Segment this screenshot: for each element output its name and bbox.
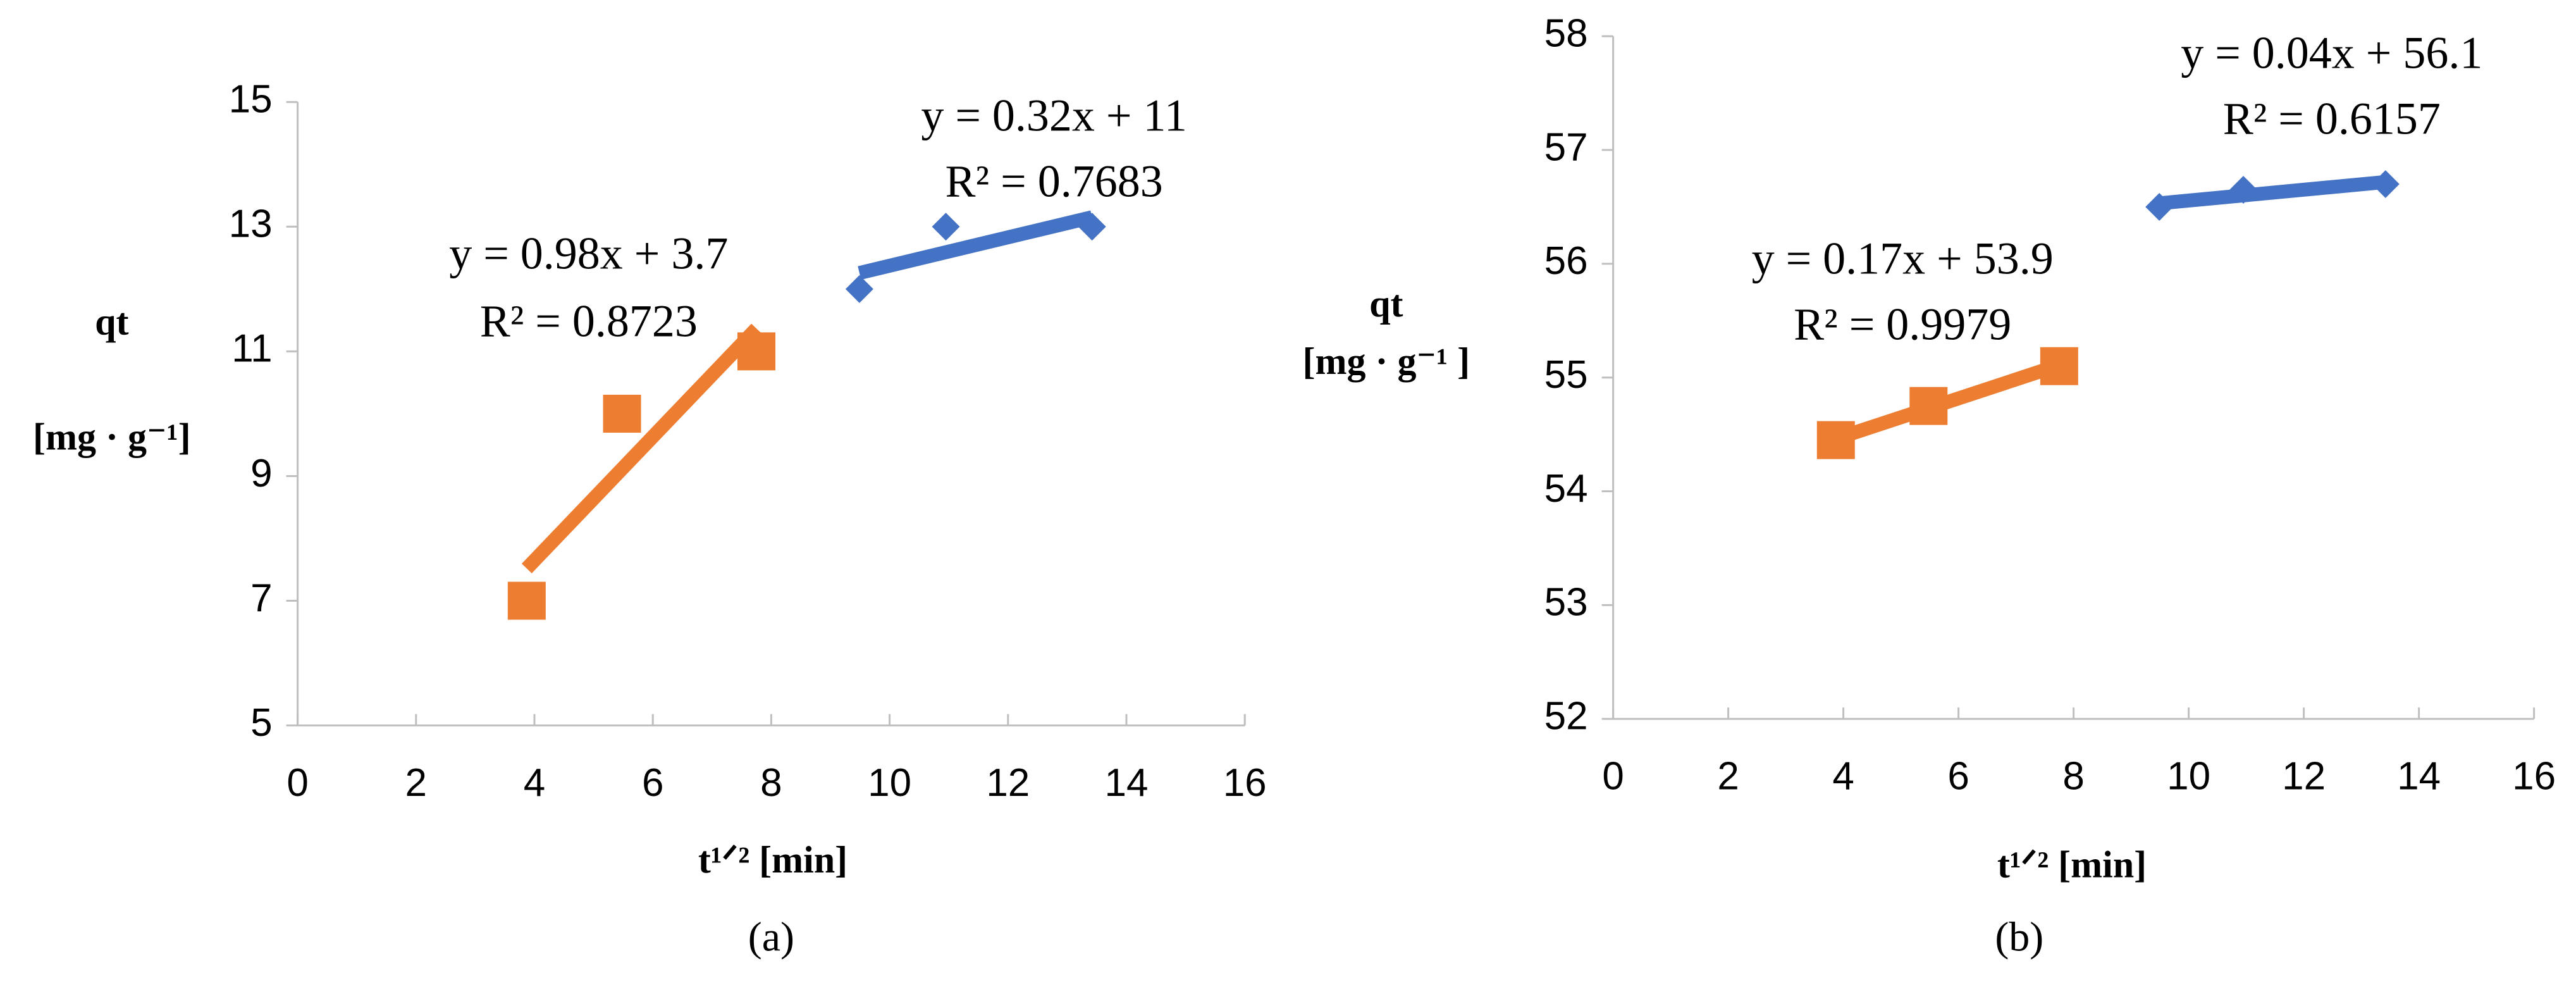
x-tick-label: 12 [2282, 755, 2326, 798]
x-tick-label: 4 [1832, 755, 1854, 798]
y-tick-label: 7 [250, 576, 272, 620]
y-tick-label: 57 [1544, 125, 1588, 169]
marker [2040, 347, 2078, 385]
y-tick-label: 53 [1544, 581, 1588, 624]
y-tick-label: 55 [1544, 353, 1588, 397]
marker [2371, 170, 2400, 198]
y-tick-label: 11 [231, 327, 272, 371]
trend-equation: R² = 0.6157 [2223, 94, 2441, 144]
y-tick-label: 58 [1544, 12, 1588, 56]
x-tick-label: 16 [1223, 761, 1267, 805]
x-tick-label: 12 [986, 761, 1030, 805]
marker [1909, 387, 1948, 425]
x-tick-label: 10 [2167, 755, 2210, 798]
trendline [521, 323, 761, 574]
y-tick-label: 54 [1544, 467, 1588, 511]
y-tick-label: 15 [229, 78, 273, 121]
trendline [858, 210, 1094, 280]
x-tick-label: 2 [405, 761, 427, 805]
x-axis-label: t¹ᐟ² [min] [698, 839, 847, 881]
x-tick-label: 8 [760, 761, 782, 805]
x-tick-label: 0 [287, 761, 308, 805]
trend-equation: R² = 0.8723 [480, 295, 698, 346]
marker [507, 581, 546, 620]
y-axis-label: [mg · g⁻¹ ] [1302, 340, 1470, 382]
trend-equation: y = 0.98x + 3.7 [449, 228, 728, 279]
panel-label: (a) [748, 914, 794, 960]
marker [932, 213, 960, 241]
marker [737, 332, 775, 371]
y-axis-label: [mg · g⁻¹] [33, 416, 191, 458]
trend-equation: R² = 0.7683 [945, 156, 1162, 206]
x-axis-label: t¹ᐟ² [min] [1997, 844, 2147, 886]
x-tick-label: 14 [2397, 755, 2441, 798]
marker [1816, 421, 1855, 459]
trendline [2159, 175, 2386, 211]
panel-label: (b) [1995, 914, 2043, 960]
y-tick-label: 13 [229, 202, 273, 246]
x-tick-label: 6 [642, 761, 663, 805]
y-axis-label: qt [95, 301, 128, 343]
trend-equation: R² = 0.9979 [1794, 299, 2011, 350]
x-tick-label: 10 [868, 761, 911, 805]
x-tick-label: 6 [1947, 755, 1969, 798]
marker [1078, 213, 1106, 241]
y-axis-label: qt [1369, 283, 1403, 325]
trend-equation: y = 0.04x + 56.1 [2181, 28, 2482, 78]
y-tick-label: 9 [250, 452, 272, 495]
trend-equation: y = 0.32x + 11 [921, 90, 1187, 140]
marker [2145, 192, 2174, 221]
trend-equation: y = 0.17x + 53.9 [1752, 233, 2054, 284]
y-tick-label: 52 [1544, 695, 1588, 738]
marker [845, 275, 873, 303]
x-tick-label: 14 [1105, 761, 1149, 805]
y-tick-label: 5 [250, 701, 272, 745]
y-tick-label: 56 [1544, 239, 1588, 283]
x-tick-label: 8 [2062, 755, 2084, 798]
x-tick-label: 2 [1717, 755, 1739, 798]
x-tick-label: 4 [524, 761, 545, 805]
trendline [1833, 358, 2062, 445]
x-tick-label: 16 [2512, 755, 2556, 798]
marker [2229, 175, 2258, 204]
marker [603, 394, 641, 433]
x-tick-label: 0 [1602, 755, 1624, 798]
